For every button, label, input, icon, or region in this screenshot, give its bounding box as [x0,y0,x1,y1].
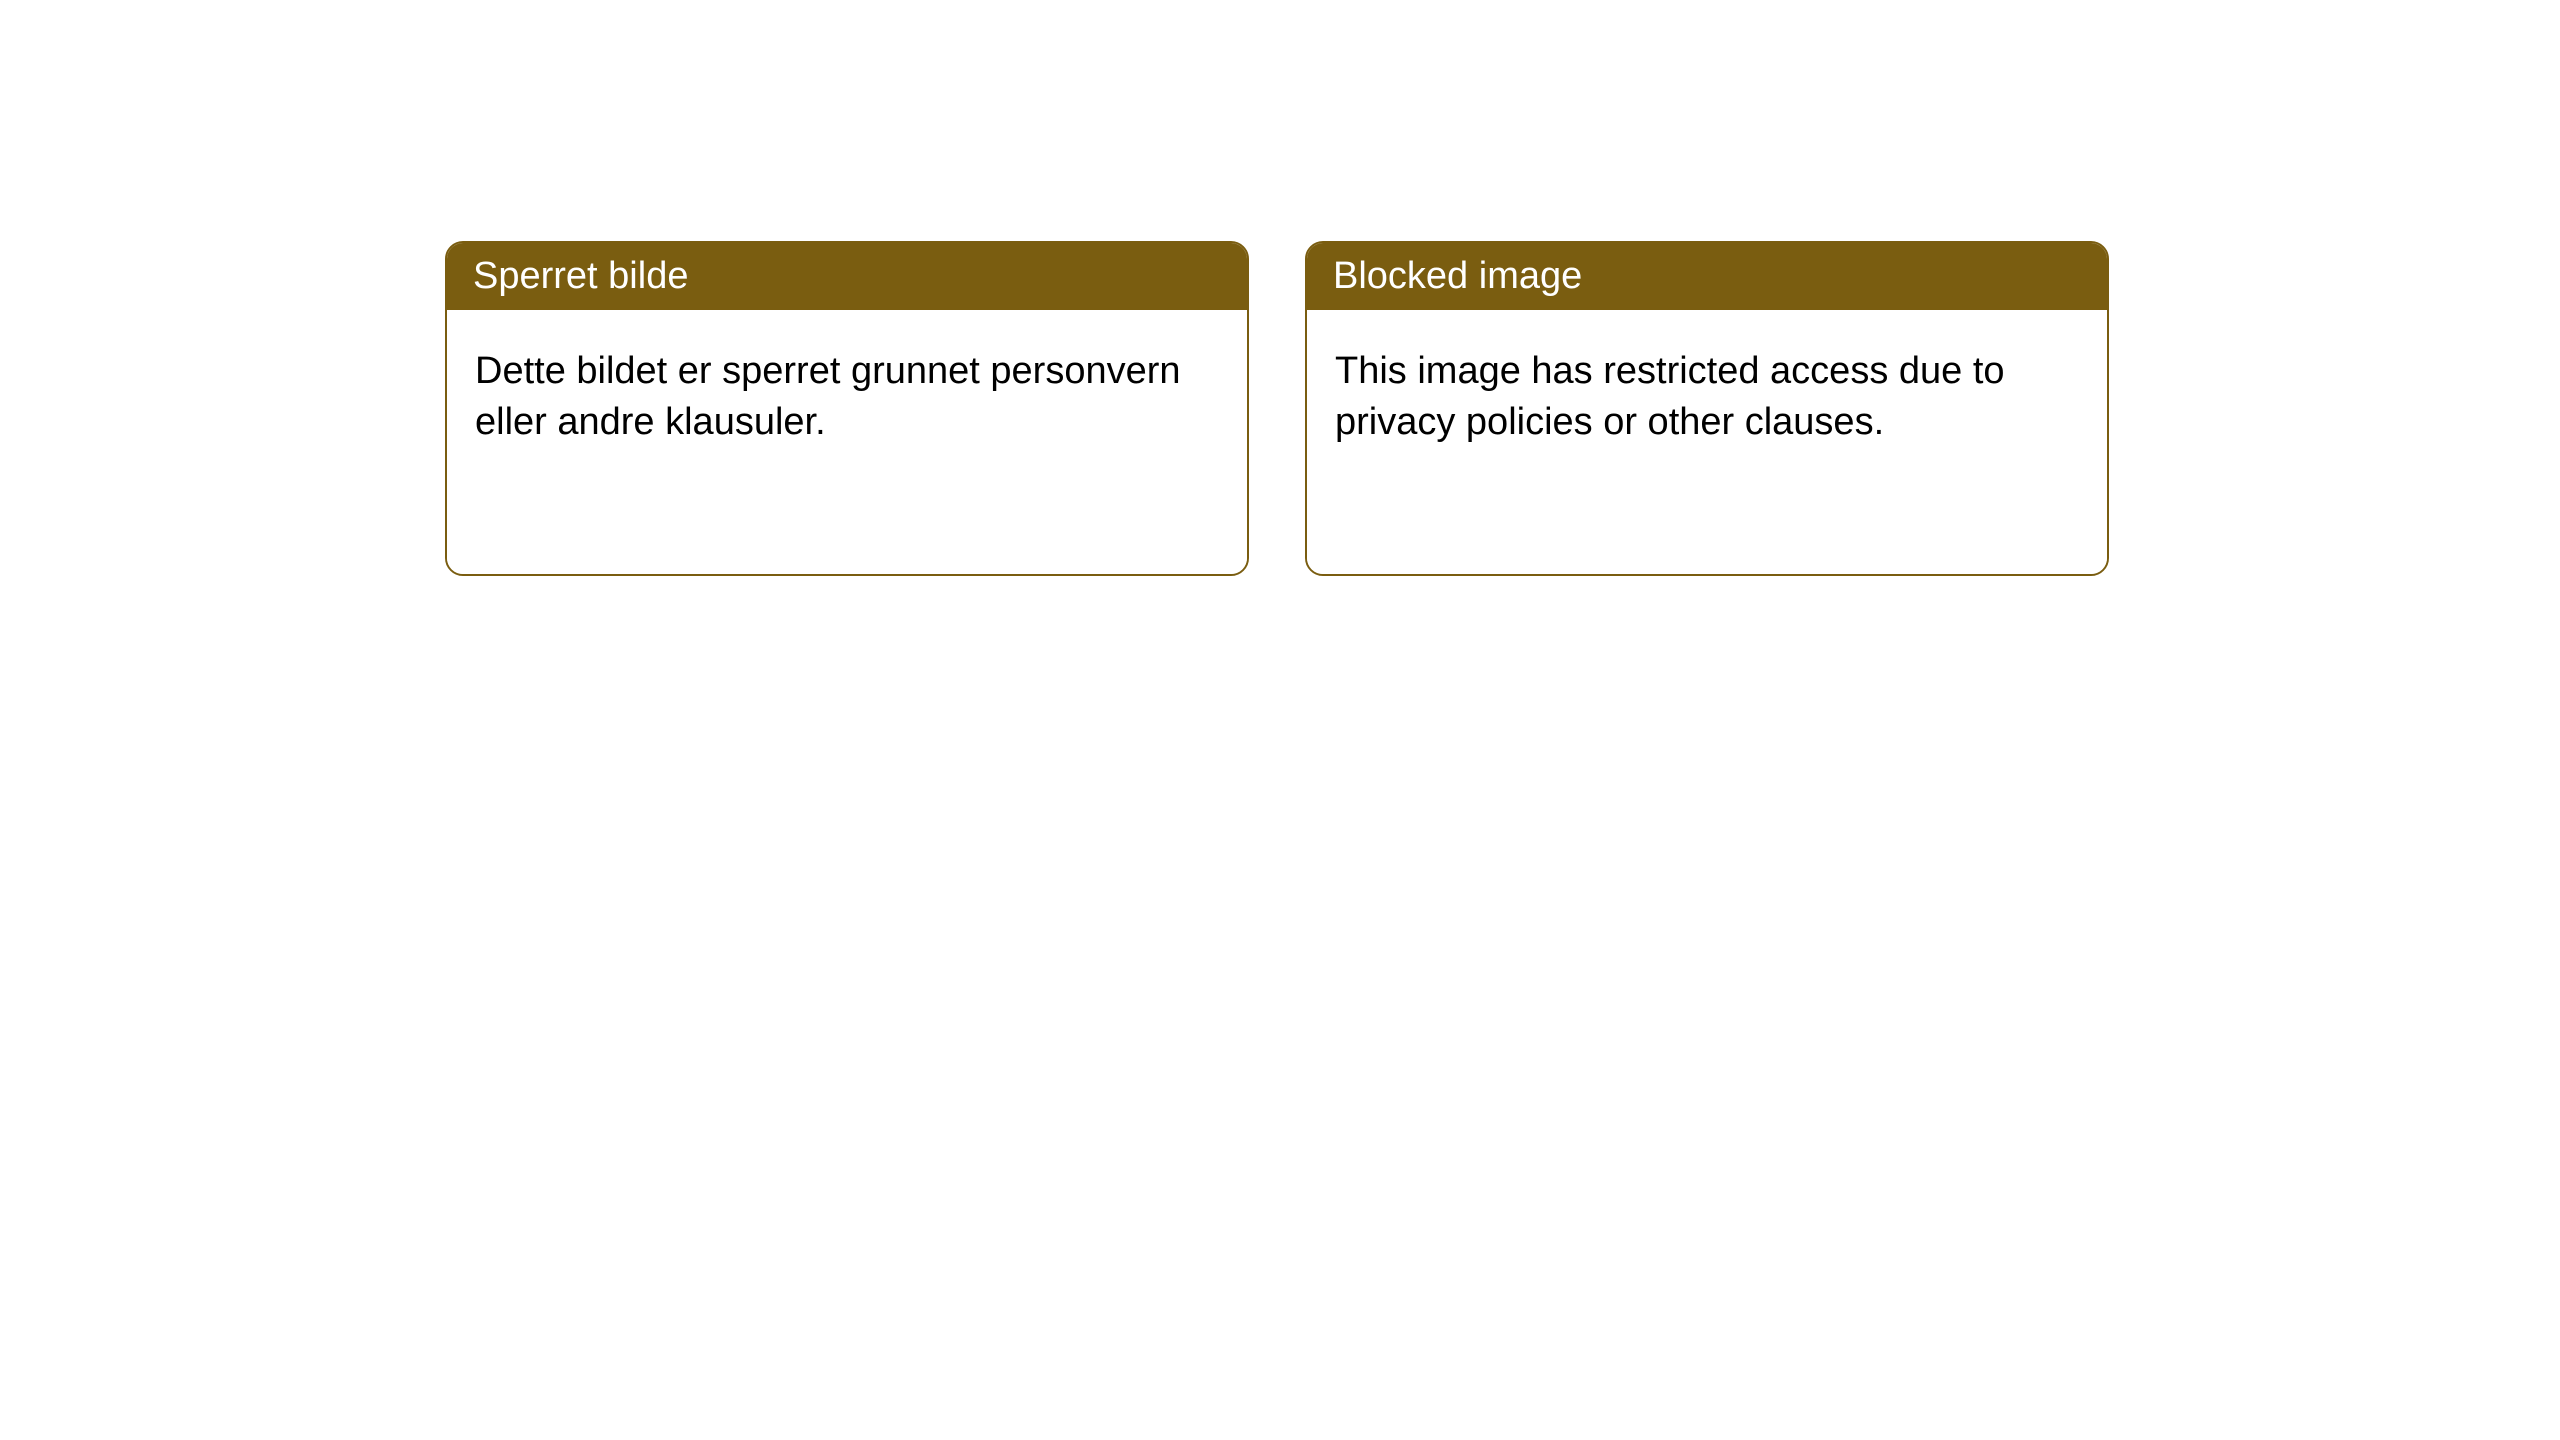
card-header: Blocked image [1307,243,2107,310]
cards-container: Sperret bilde Dette bildet er sperret gr… [445,241,2109,576]
card-title: Sperret bilde [473,255,688,297]
card-body-text: This image has restricted access due to … [1335,350,2005,443]
card-body-text: Dette bildet er sperret grunnet personve… [475,350,1181,443]
card-body: Dette bildet er sperret grunnet personve… [447,310,1247,574]
notice-card-no: Sperret bilde Dette bildet er sperret gr… [445,241,1249,576]
card-body: This image has restricted access due to … [1307,310,2107,574]
card-header: Sperret bilde [447,243,1247,310]
notice-card-en: Blocked image This image has restricted … [1305,241,2109,576]
card-title: Blocked image [1333,255,1582,297]
